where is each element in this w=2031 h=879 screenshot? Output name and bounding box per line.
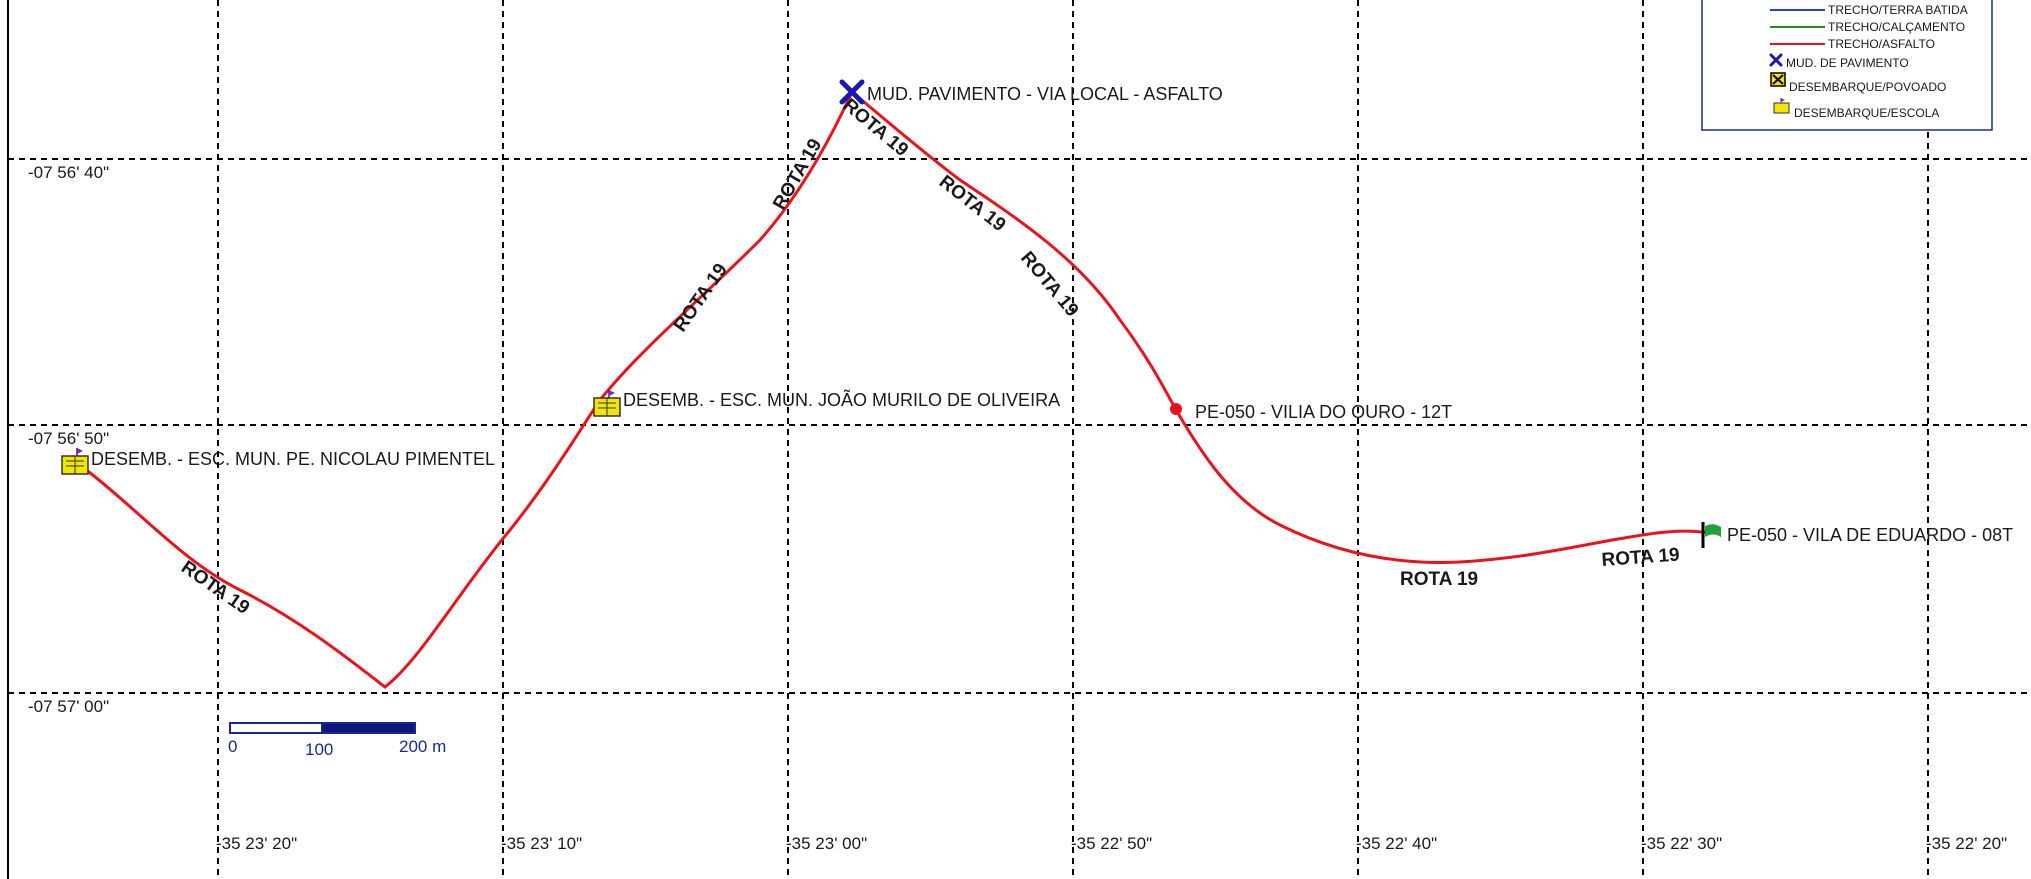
green-flag-icon[interactable]: [1701, 522, 1721, 548]
legend-label: TRECHO/CALÇAMENTO: [1828, 20, 1965, 34]
route-label: ROTA 19: [839, 95, 912, 161]
route-label: ROTA 19: [177, 557, 253, 619]
village-stop-icon: [1770, 72, 1786, 87]
lon-label: -35 23' 00": [786, 834, 867, 853]
lat-label: -07 56' 40": [28, 163, 109, 182]
lat-label: -07 56' 50": [28, 429, 109, 448]
school-stop-icon: [1773, 98, 1790, 114]
school-stop-label: DESEMB. - ESC. MUN. PE. NICOLAU PIMENTEL: [91, 449, 495, 469]
scale-label: 100: [305, 740, 333, 759]
school-stop-icon[interactable]: [593, 390, 621, 417]
endpoint-label: PE-050 - VILA DE EDUARDO - 08T: [1727, 525, 2013, 545]
x-marker-icon[interactable]: [839, 79, 865, 105]
route-label: ROTA 19: [769, 135, 826, 213]
scale-bar: 0 100 200 m: [228, 722, 446, 759]
longitude-gridlines: [217, 0, 1929, 879]
legend-label: DESEMBARQUE/ESCOLA: [1794, 106, 1939, 120]
legend-label: DESEMBARQUE/POVOADO: [1789, 80, 1946, 94]
lon-label: -35 23' 10": [501, 834, 582, 853]
legend: TRECHO/TERRA BATIDA TRECHO/CALÇAMENTO TR…: [1701, 0, 1993, 131]
legend-label: TRECHO/ASFALTO: [1828, 37, 1935, 51]
scale-label: 0: [228, 737, 237, 756]
red-dot-icon[interactable]: [1170, 403, 1182, 415]
scale-label: 200 m: [399, 737, 446, 756]
school-stop-icon[interactable]: [61, 448, 89, 475]
lon-label: -35 22' 40": [1356, 834, 1437, 853]
route-label: ROTA 19: [1400, 569, 1478, 590]
route-label: ROTA 19: [670, 260, 732, 336]
route-label: ROTA 19: [935, 171, 1009, 236]
legend-label: TRECHO/TERRA BATIDA: [1828, 3, 1968, 17]
lat-label: -07 57' 00": [28, 697, 109, 716]
lon-label: -35 22' 20": [1926, 834, 2007, 853]
lon-label: -35 22' 30": [1641, 834, 1722, 853]
route-label: ROTA 19: [1601, 545, 1680, 571]
lon-label: -35 23' 20": [216, 834, 297, 853]
school-stop-label: DESEMB. - ESC. MUN. JOÃO MURILO DE OLIVE…: [623, 389, 1060, 410]
lon-label: -35 22' 50": [1071, 834, 1152, 853]
x-marker-icon: [1769, 53, 1783, 67]
legend-label: MUD. DE PAVIMENTO: [1786, 56, 1909, 70]
route-labels: ROTA 19 ROTA 19 ROTA 19 ROTA 19 ROTA 19 …: [177, 95, 1680, 619]
waypoint-label: PE-050 - VILIA DO OURO - 12T: [1195, 402, 1452, 422]
pavement-change-label: MUD. PAVIMENTO - VIA LOCAL - ASFALTO: [867, 84, 1223, 104]
latitude-gridlines: [8, 158, 2031, 694]
